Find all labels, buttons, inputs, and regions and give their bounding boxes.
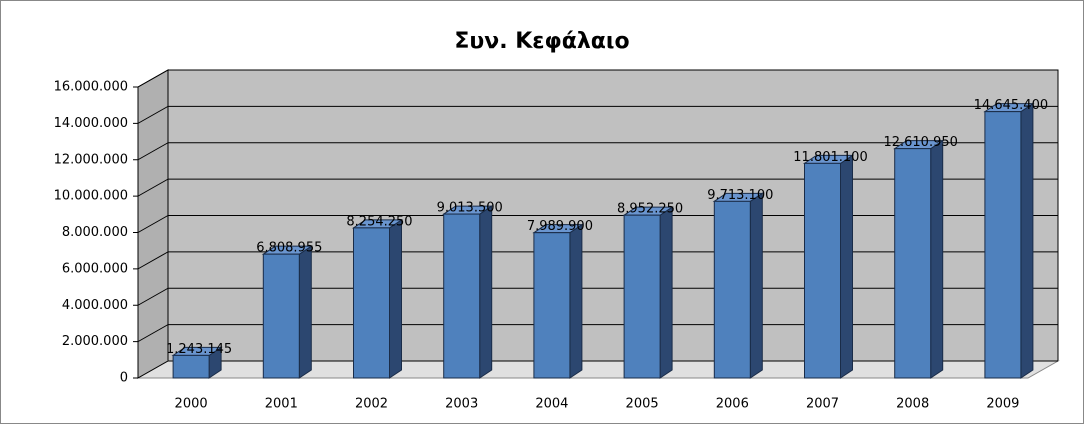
bar-side [389,218,402,379]
grid-line-side [137,360,169,379]
bar [443,213,481,379]
data-label: 6.808.955 [256,241,322,256]
bar [533,232,571,379]
bar [623,214,661,379]
bar-side [659,206,673,379]
bar [984,111,1022,379]
bar-side [840,154,853,379]
bar [172,354,210,379]
data-label: 14.645.400 [974,98,1048,113]
bar-side [569,223,583,379]
grid-line-side [137,105,169,124]
data-label: 1.243.145 [166,342,232,357]
y-tick-label: 8.000.000 [62,225,128,240]
data-label: 11.801.100 [793,150,867,165]
y-tick-label: 0 [120,371,128,386]
x-tick-label: 2003 [445,397,478,412]
grid-line-side [137,251,169,270]
y-tick-label: 12.000.000 [54,152,128,167]
grid-line-side [137,215,169,233]
bar [804,162,841,379]
y-tick-label: 2.000.000 [62,334,128,349]
grid-line-side [137,178,169,197]
data-label: 12.610.950 [883,135,957,150]
bar [353,227,390,379]
data-label: 9.013.500 [437,201,503,216]
bar [713,200,751,379]
data-label: 9.713.100 [707,188,773,203]
bar-side [479,205,493,379]
grid-line-side [137,142,169,161]
x-tick-label: 2005 [626,397,659,412]
grid-line-side [137,287,169,306]
x-tick-label: 2000 [175,397,208,412]
data-label: 8.254.250 [346,214,412,229]
x-tick-label: 2007 [806,397,839,412]
y-tick-label: 14.000.000 [54,116,128,131]
grid-line-side [137,324,169,343]
x-tick-label: 2009 [986,397,1019,412]
y-tick-label: 6.000.000 [62,261,128,276]
data-label: 7.989.900 [527,219,593,234]
x-tick-label: 2002 [355,397,388,412]
bar-side [298,245,312,379]
x-tick-label: 2004 [535,397,568,412]
bar-side [930,139,944,379]
bar-side [1020,102,1034,379]
chart-title: Συν. Κεφάλαιο [454,29,629,54]
x-tick-label: 2008 [896,397,929,412]
y-tick-label: 10.000.000 [54,189,128,204]
x-tick-label: 2001 [265,397,298,412]
y-tick-label: 16.000.000 [54,80,128,95]
data-label: 8.952.250 [617,202,683,217]
y-tick-label: 4.000.000 [62,298,128,313]
bar [894,148,932,379]
grid-line-side [137,69,169,88]
bar [262,253,300,379]
bar-side [749,192,763,379]
x-tick-label: 2006 [716,397,749,412]
